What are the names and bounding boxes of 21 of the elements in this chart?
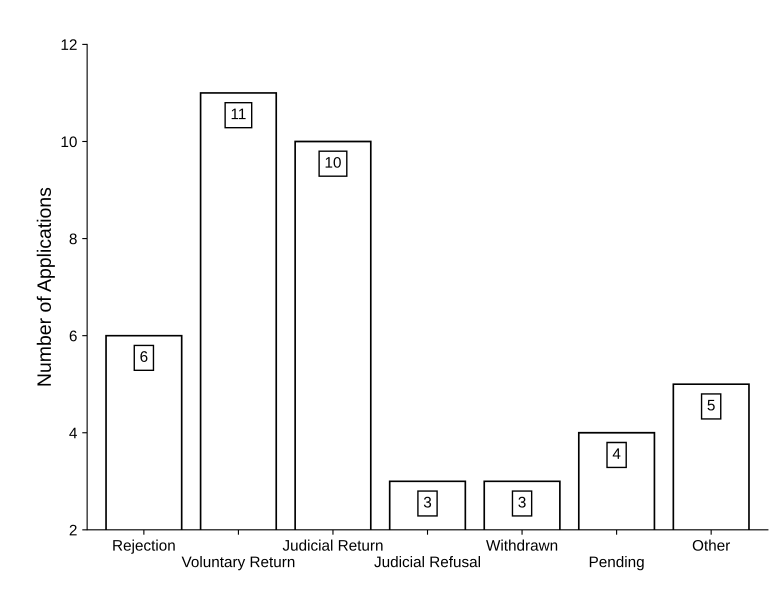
y-tick-label: 6: [70, 330, 77, 342]
x-tick-label: Pending: [590, 556, 644, 570]
data-label: 4: [612, 448, 620, 459]
y-axis-title: Number of Applications: [36, 188, 55, 386]
y-tick-label: 2: [70, 524, 77, 536]
x-tick-label: Withdrawn: [486, 540, 558, 551]
y-tick-label: 4: [69, 428, 77, 438]
data-label: 3: [518, 496, 526, 508]
x-tick-label: Judicial Return: [282, 540, 382, 551]
data-label: 10: [326, 156, 341, 168]
x-tick-label: Rejection: [113, 540, 175, 554]
y-tick-label: 12: [62, 39, 77, 50]
y-tick-label: 10: [62, 136, 77, 148]
data-label: 11: [232, 108, 246, 120]
x-tick-label: Other: [692, 540, 730, 551]
data-label: 3: [424, 496, 432, 508]
x-tick-label: Voluntary Return: [182, 556, 294, 570]
data-label: 5: [708, 400, 715, 411]
data-label: 6: [140, 351, 148, 362]
y-tick-label: 8: [70, 233, 77, 244]
x-tick-label: Judicial Refusal: [374, 556, 480, 568]
